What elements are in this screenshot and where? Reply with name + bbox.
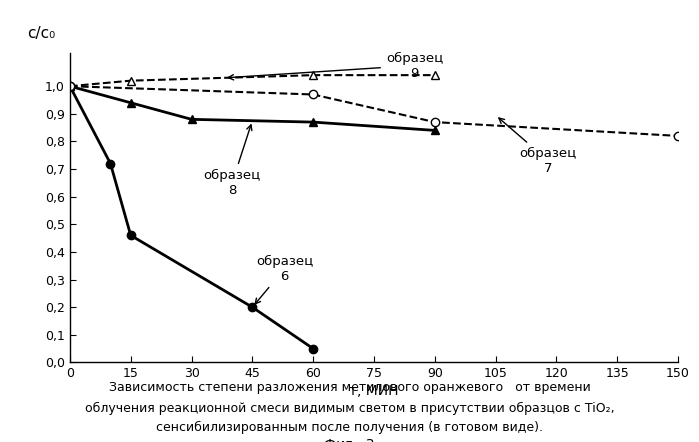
Text: образец
7: образец 7 — [499, 118, 577, 175]
Text: Фиг.  3: Фиг. 3 — [324, 438, 375, 442]
Text: сенсибилизированным после получения (в готовом виде).: сенсибилизированным после получения (в г… — [156, 421, 543, 434]
Text: Зависимость степени разложения метилового оранжевого   от времени: Зависимость степени разложения метиловог… — [108, 381, 591, 394]
X-axis label: т, МИН: т, МИН — [350, 385, 398, 399]
Text: облучения реакционной смеси видимым светом в присутствии образцов с TiO₂,: облучения реакционной смеси видимым свет… — [85, 402, 614, 415]
Text: образец
9: образец 9 — [229, 51, 443, 80]
Text: c/c₀: c/c₀ — [27, 26, 56, 41]
Text: образец
8: образец 8 — [203, 125, 261, 197]
Text: образец
6: образец 6 — [255, 255, 313, 304]
